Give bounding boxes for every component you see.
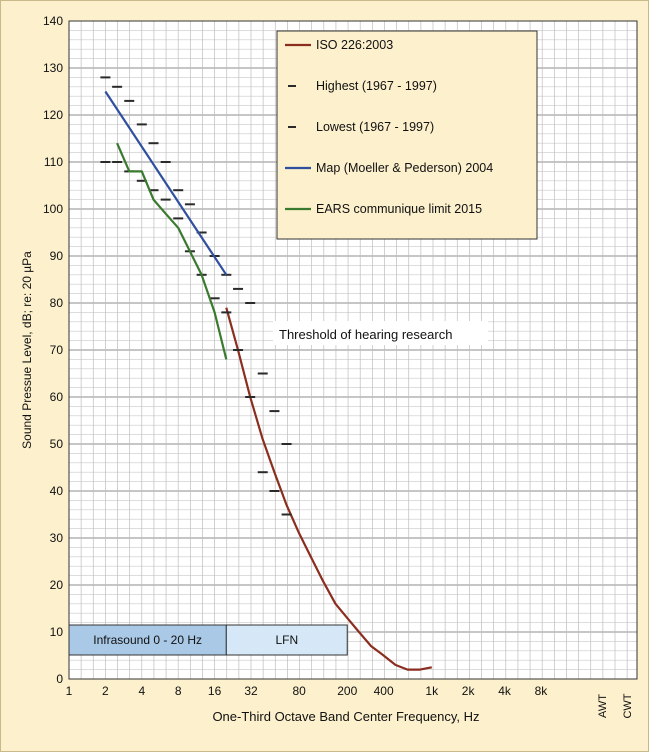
x-extra-label: CWT <box>622 693 634 718</box>
legend-box <box>276 30 538 240</box>
band-rect <box>225 624 348 656</box>
x-tick-label: 16 <box>208 684 222 698</box>
x-tick-label: 32 <box>244 684 258 698</box>
y-tick-label: 120 <box>43 108 63 122</box>
frequency-bands: Infrasound 0 - 20 Hz LFN <box>68 624 348 656</box>
band-rect <box>68 624 227 656</box>
y-tick-label: 100 <box>43 202 63 216</box>
x-tick-label: 200 <box>337 684 357 698</box>
x-tick-label: 2k <box>462 684 476 698</box>
annotation-background <box>273 321 488 345</box>
legend-label: Map (Moeller & Pederson) 2004 <box>316 161 493 175</box>
y-tick-label: 90 <box>50 249 64 263</box>
y-tick-label: 140 <box>43 14 63 28</box>
y-tick-label: 30 <box>50 531 64 545</box>
y-tick-labels: 0 10 20 30 40 50 60 70 80 90 100 110 120 130 140 <box>43 14 63 686</box>
y-tick-label: 0 <box>56 672 63 686</box>
series-line <box>116 142 228 360</box>
series-group <box>100 76 433 671</box>
x-tick-labels: 1 2 4 8 16 32 80 200 400 1k 2k 4k 8k AWT CWT <box>66 684 634 719</box>
y-tick-label: 70 <box>50 343 64 357</box>
y-tick-label: 60 <box>50 390 64 404</box>
x-tick-label: 1k <box>425 684 439 698</box>
x-tick-label: 8 <box>175 684 182 698</box>
x-tick-label: 4 <box>138 684 145 698</box>
legend-label: EARS communique limit 2015 <box>316 202 482 216</box>
x-tick-label: 1 <box>66 684 73 698</box>
x-tick-label: 400 <box>374 684 394 698</box>
legend: ISO 226:2003 Highest (1967 - 1997) Lowest … <box>276 30 538 240</box>
y-tick-label: 40 <box>50 484 64 498</box>
y-tick-label: 10 <box>50 625 64 639</box>
legend-label: Highest (1967 - 1997) <box>316 79 437 93</box>
plot-border <box>68 20 638 680</box>
band-label: LFN <box>275 633 298 647</box>
y-tick-label: 130 <box>43 61 63 75</box>
y-axis-label: Sound Pressue Level, dB; re: 20 µPa <box>20 251 34 449</box>
x-tick-label: 2 <box>102 684 109 698</box>
annotation-threshold: Threshold of hearing research <box>279 327 452 342</box>
band-label: Infrasound 0 - 20 Hz <box>93 633 202 647</box>
y-tick-label: 80 <box>50 296 64 310</box>
y-tick-label: 50 <box>50 437 64 451</box>
x-tick-label: 4k <box>498 684 512 698</box>
x-extra-label: AWT <box>597 694 609 718</box>
series-line <box>225 307 433 671</box>
legend-label: Lowest (1967 - 1997) <box>316 120 434 134</box>
x-tick-label: 80 <box>292 684 306 698</box>
x-tick-label: 8k <box>535 684 549 698</box>
series-line <box>104 90 228 276</box>
y-tick-label: 110 <box>44 155 63 169</box>
legend-label: ISO 226:2003 <box>316 38 393 52</box>
y-tick-label: 20 <box>50 578 64 592</box>
x-axis-label: One-Third Octave Band Center Frequency, … <box>212 709 479 724</box>
